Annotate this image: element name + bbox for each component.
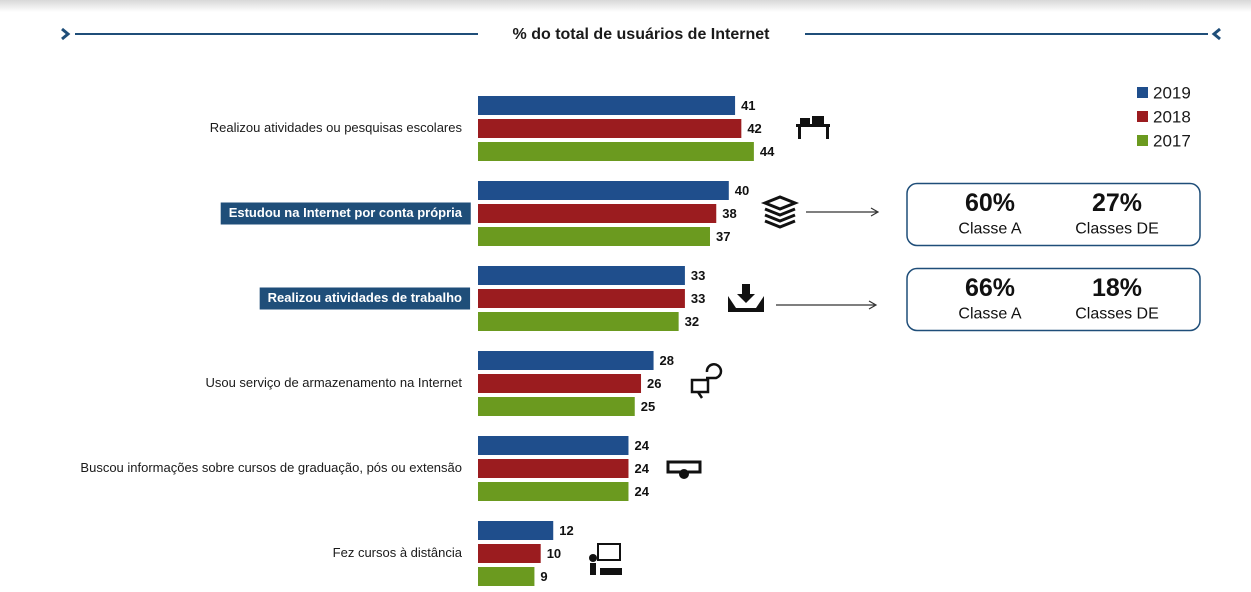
data-label: 42 [747,121,761,136]
icon [666,460,702,474]
bar [478,436,629,455]
bar [478,374,642,393]
data-label: 24 [634,461,649,476]
callout-value: 66% [965,274,1015,302]
icon [796,124,830,127]
category-label: Realizou atividades de trabalho [268,290,462,305]
data-label: 41 [741,98,755,113]
icon [826,127,829,139]
callout-value: 18% [1092,274,1142,302]
arrows [776,207,880,310]
icon [798,127,801,139]
data-label: 40 [735,183,749,198]
data-label: 37 [716,229,730,244]
icon [760,195,800,229]
bar [478,289,685,308]
data-label: 25 [641,399,655,414]
bar [478,521,554,540]
bar [478,266,685,285]
category-label: Realizou atividades ou pesquisas escolar… [210,120,463,135]
category-label: Usou serviço de armazenamento na Interne… [205,375,462,390]
data-label: 10 [547,546,561,561]
data-label: 38 [722,206,736,221]
callout-box [906,182,1201,247]
callout-label: Classes DE [1075,221,1159,238]
chevron [61,27,71,41]
label-highlight [259,287,471,310]
callout-label: Classes DE [1075,306,1159,323]
bar [478,204,717,223]
legend-label: 2018 [1153,107,1191,126]
arrow [806,207,880,217]
data-label: 24 [634,484,649,499]
bar [478,119,742,138]
callout-box [906,267,1201,332]
bar [478,397,635,416]
data-label: 26 [647,376,661,391]
category-label: Buscou informações sobre cursos de gradu… [80,460,462,475]
icon [597,543,621,561]
icon [812,116,824,124]
chart-title: % do total de usuários de Internet [513,26,771,43]
data-label: 9 [540,569,547,584]
legend-label: 2017 [1153,131,1191,150]
callout-label: Classe A [958,221,1021,238]
data-label: 33 [691,291,705,306]
bar [478,96,736,115]
data-label: 33 [691,268,705,283]
icon [800,118,810,124]
bar [478,459,629,478]
category-label: Fez cursos à distância [333,545,463,560]
icon [679,469,689,479]
bar [478,181,729,200]
icon [600,568,622,575]
icons [589,116,830,575]
legend-swatch [1137,87,1148,98]
arrow [776,300,878,310]
bar [478,312,679,331]
data-label: 32 [685,314,699,329]
bar [478,351,654,370]
data-label: 44 [760,144,775,159]
bar [478,142,754,161]
icon [728,284,764,312]
bar [478,227,710,246]
icon [589,554,597,562]
bar [478,544,541,563]
icon [590,563,596,575]
callout-label: Classe A [958,306,1021,323]
callout-value: 60% [965,189,1015,217]
legend-swatch [1137,135,1148,146]
legend-swatch [1137,111,1148,122]
legend-label: 2019 [1153,83,1191,102]
chevron [1211,27,1221,41]
category-label: Estudou na Internet por conta própria [229,205,463,220]
callout-value: 27% [1092,189,1142,217]
data-label: 28 [660,353,674,368]
top-shadow [0,0,1251,12]
data-label: 24 [634,438,649,453]
icon [690,363,723,399]
bar [478,482,629,501]
data-label: 12 [559,523,573,538]
label-highlight [220,202,471,225]
bar [478,567,535,586]
